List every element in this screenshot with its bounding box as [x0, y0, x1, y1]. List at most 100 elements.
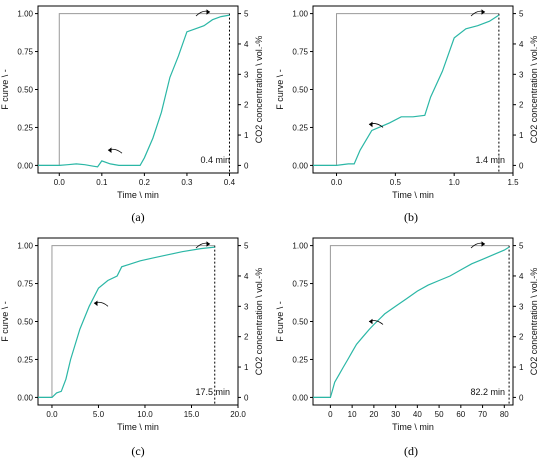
y-tick-label-left-d: 0.50	[292, 318, 308, 327]
x-tick-label-c: 5.0	[93, 410, 105, 419]
y-tick-label-left-b: 0.25	[292, 123, 308, 132]
y-tick-label-left-c: 0.00	[17, 393, 33, 402]
y-tick-label-left-b: 0.50	[292, 86, 308, 95]
residence-time-label-d: 82.2 min	[470, 387, 505, 397]
left-axis-arrowhead-d	[369, 318, 373, 325]
y-tick-label-left-c: 0.25	[17, 355, 33, 364]
x-tick-label-c: 15.0	[184, 410, 200, 419]
x-tick-label-a: 0.2	[139, 178, 151, 187]
x-tick-label-c: 10.0	[137, 410, 153, 419]
y-tick-label-right-c: 2	[244, 333, 249, 342]
y-tick-label-left-c: 0.75	[17, 280, 33, 289]
y-tick-label-left-a: 0.75	[17, 48, 33, 57]
right-axis-arrowhead-b	[481, 9, 485, 15]
y-tick-label-right-c: 0	[244, 393, 249, 402]
y-axis-label-left-a: F curve \ -	[0, 69, 10, 110]
y-tick-label-right-d: 5	[519, 242, 524, 251]
right-axis-arrowhead-c	[206, 241, 210, 247]
x-tick-label-d: 10	[348, 410, 357, 419]
y-tick-label-left-a: 1.00	[17, 10, 33, 19]
plot-frame-d	[312, 237, 514, 406]
panel-label-d: (d)	[404, 444, 418, 458]
y-tick-label-right-c: 5	[244, 242, 249, 251]
y-tick-label-left-c: 1.00	[17, 242, 33, 251]
y-tick-label-left-d: 0.25	[292, 355, 308, 364]
residence-time-label-b: 1.4 min	[475, 155, 505, 165]
y-tick-label-left-c: 0.50	[17, 318, 33, 327]
y-tick-label-right-d: 4	[519, 272, 524, 281]
y-axis-label-left-d: F curve \ -	[275, 301, 285, 342]
y-tick-label-left-d: 0.75	[292, 280, 308, 289]
x-axis-label-c: Time \ min	[117, 422, 159, 432]
f-curve-series-c	[38, 246, 215, 398]
y-axis-label-right-b: CO2 concentration \ vol.-%	[529, 36, 539, 144]
y-tick-label-right-b: 3	[519, 70, 524, 79]
x-tick-label-d: 0	[328, 410, 333, 419]
step-input-line-c	[38, 245, 215, 398]
y-tick-label-right-c: 1	[244, 363, 249, 372]
y-tick-label-right-a: 3	[244, 70, 249, 79]
plot-frame-b	[312, 5, 514, 174]
y-tick-label-left-d: 0.00	[292, 393, 308, 402]
x-tick-label-d: 70	[478, 410, 487, 419]
plot-frame-a	[37, 5, 239, 174]
f-curve-series-b	[313, 14, 500, 166]
x-axis-label-a: Time \ min	[117, 190, 159, 200]
left-axis-arrowhead-a	[108, 147, 112, 154]
y-tick-label-right-d: 0	[519, 393, 524, 402]
panel-label-a: (a)	[131, 210, 144, 224]
y-tick-label-right-d: 3	[519, 302, 524, 311]
y-tick-label-left-a: 0.25	[17, 123, 33, 132]
x-tick-label-a: 0.3	[181, 178, 193, 187]
f-curve-series-d	[313, 246, 510, 398]
x-tick-label-b: 0.0	[331, 178, 343, 187]
right-axis-arrowhead-d	[481, 241, 485, 247]
y-tick-label-left-b: 1.00	[292, 10, 308, 19]
residence-time-label-a: 0.4 min	[200, 155, 230, 165]
y-tick-label-right-b: 4	[519, 40, 524, 49]
x-tick-label-a: 0.0	[54, 178, 66, 187]
x-tick-label-d: 20	[369, 410, 378, 419]
y-tick-label-left-b: 0.75	[292, 48, 308, 57]
y-tick-label-right-d: 1	[519, 363, 524, 372]
x-axis-label-b: Time \ min	[392, 190, 434, 200]
x-tick-label-c: 20.0	[230, 410, 246, 419]
x-tick-label-d: 80	[500, 410, 509, 419]
y-tick-label-left-a: 0.00	[17, 161, 33, 170]
x-tick-label-a: 0.4	[224, 178, 236, 187]
y-axis-label-right-a: CO2 concentration \ vol.-%	[254, 36, 264, 144]
step-input-line-d	[313, 245, 510, 398]
y-tick-label-right-d: 2	[519, 333, 524, 342]
y-tick-label-right-c: 3	[244, 302, 249, 311]
x-tick-label-a: 0.1	[96, 178, 108, 187]
step-input-line-a	[38, 13, 230, 166]
residence-time-label-c: 17.5 min	[195, 387, 230, 397]
y-tick-label-right-b: 1	[519, 131, 524, 140]
y-tick-label-right-c: 4	[244, 272, 249, 281]
x-tick-label-c: 0.0	[46, 410, 58, 419]
panel-label-b: (b)	[404, 210, 418, 224]
x-tick-label-d: 40	[413, 410, 422, 419]
x-tick-label-b: 0.5	[390, 178, 402, 187]
y-tick-label-left-b: 0.00	[292, 161, 308, 170]
y-tick-label-right-b: 5	[519, 10, 524, 19]
x-tick-label-d: 60	[456, 410, 465, 419]
x-tick-label-b: 1.0	[449, 178, 461, 187]
plot-frame-c	[37, 237, 239, 406]
y-tick-label-left-d: 1.00	[292, 242, 308, 251]
y-tick-label-right-a: 4	[244, 40, 249, 49]
y-axis-label-right-c: CO2 concentration \ vol.-%	[254, 268, 264, 376]
y-tick-label-right-a: 1	[244, 131, 249, 140]
left-axis-arrowhead-b	[369, 121, 373, 128]
y-tick-label-right-a: 0	[244, 161, 249, 170]
panel-label-c: (c)	[131, 444, 144, 458]
f-curve-series-a	[38, 14, 230, 168]
x-axis-label-d: Time \ min	[392, 422, 434, 432]
x-tick-label-b: 1.5	[507, 178, 519, 187]
y-tick-label-left-a: 0.50	[17, 86, 33, 95]
y-tick-label-right-a: 5	[244, 10, 249, 19]
y-axis-label-right-d: CO2 concentration \ vol.-%	[529, 268, 539, 376]
y-tick-label-right-b: 0	[519, 161, 524, 170]
right-axis-arrowhead-a	[206, 9, 210, 15]
